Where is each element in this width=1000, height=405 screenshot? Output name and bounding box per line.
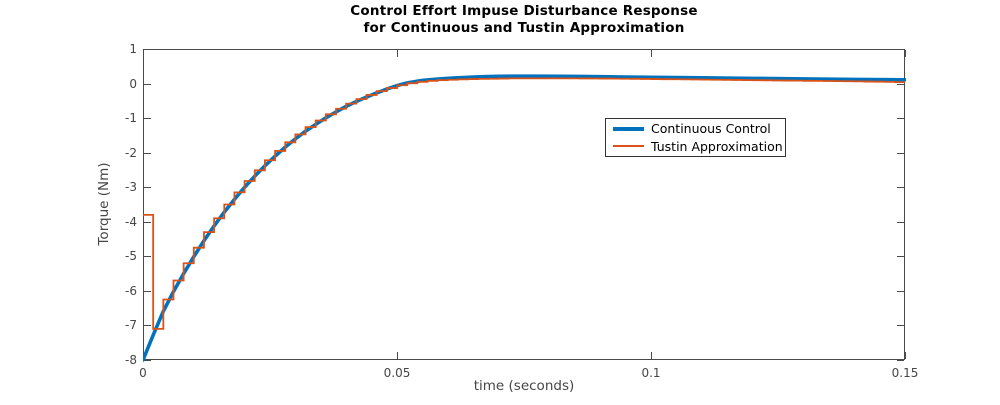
y-tick-label: -8	[125, 353, 137, 367]
y-tick-label: -2	[125, 145, 137, 160]
x-tick-label: 0.15	[891, 366, 919, 380]
y-tick-label: -1	[125, 111, 137, 126]
tustin-line-swatch	[613, 144, 644, 148]
y-axis-label: Torque (Nm)	[96, 162, 112, 246]
x-tick-label: 0.05	[383, 366, 411, 380]
legend-label-continuous: Continuous Control	[651, 121, 771, 137]
chart-title-line-1: Control Effort Impuse Disturbance Respon…	[350, 3, 698, 19]
x-tick-label: 0.1	[641, 366, 661, 380]
plot-area	[143, 49, 906, 362]
chart-title-line-2: for Continuous and Tustin Approximation	[363, 20, 685, 36]
y-tick-label: 0	[129, 76, 137, 91]
continuous-control-line	[143, 74, 906, 362]
y-tick-label: -4	[125, 214, 137, 229]
legend-box: Continuous Control Tustin Approximation	[605, 118, 786, 157]
y-tick-label: -6	[125, 283, 137, 298]
y-tick-label: -7	[125, 318, 137, 333]
x-tick-label: 0	[139, 366, 147, 380]
y-tick-label: -3	[125, 180, 137, 195]
x-axis-label: time (seconds)	[473, 378, 575, 394]
axes-canvas	[143, 49, 906, 362]
y-tick-label: 1	[129, 42, 137, 56]
y-tick-label: -5	[125, 249, 137, 264]
tustin-approximation-stair-line	[143, 77, 905, 330]
axes-box	[143, 49, 905, 360]
continuous-line-swatch	[613, 126, 644, 131]
legend-label-tustin: Tustin Approximation	[651, 138, 783, 154]
legend-item-continuous: Continuous Control	[606, 121, 785, 136]
legend-item-tustin: Tustin Approximation	[606, 139, 785, 154]
